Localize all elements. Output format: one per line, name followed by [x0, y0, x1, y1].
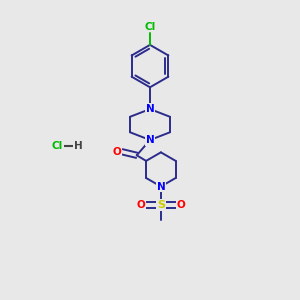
- Text: H: H: [74, 141, 83, 151]
- Text: N: N: [146, 104, 154, 114]
- Text: O: O: [112, 147, 121, 157]
- Text: Cl: Cl: [52, 141, 63, 151]
- Text: O: O: [136, 200, 145, 210]
- Text: S: S: [157, 200, 165, 210]
- Text: O: O: [176, 200, 185, 210]
- Text: N: N: [146, 135, 154, 145]
- Text: Cl: Cl: [144, 22, 156, 32]
- Text: N: N: [157, 182, 165, 191]
